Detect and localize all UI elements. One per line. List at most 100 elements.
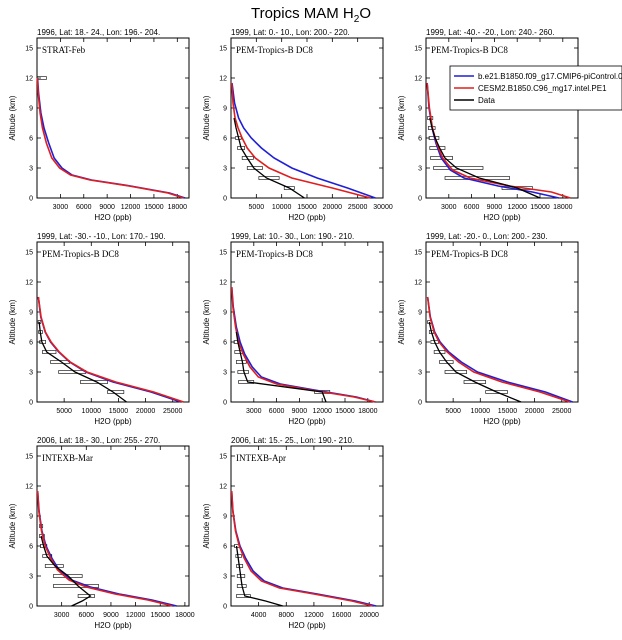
plot-frame [36,37,190,199]
y-tick-label: 12 [25,484,33,491]
series-line-model2 [426,82,571,199]
x-tick-label: 6000 [464,204,480,211]
series-line-model2 [230,82,371,199]
chart-panel-1: 1996, Lat: 18.- 24., Lon: 196.- 204. STRA… [8,28,190,222]
x-axis-label: H2O (ppb) [94,213,132,222]
figure-title: Tropics MAM H2O [251,5,371,25]
series-line-model1 [426,296,573,403]
obs-range-box [485,390,508,394]
y-tick-label: 3 [29,166,33,173]
panel-title: 1999, Lat: 0.- 10., Lon: 200.- 220. [231,28,350,37]
x-tick-label: 3000 [54,612,70,619]
x-tick-label: 15000 [297,204,317,211]
series-line-model1 [230,490,377,607]
chart-panel-2: 1999, Lat: 0.- 10., Lon: 200.- 220. PEM-T… [202,28,393,222]
chart-panel-8: 2006, Lat: 15.- 25., Lon: 190.- 210. INTE… [202,436,384,630]
y-tick-label: 3 [223,370,227,377]
x-tick-label: 15000 [109,408,129,415]
legend: b.e21.B1850.f09_g17.CMIP6-piControl.001 C… [449,65,622,111]
y-tick-label: 0 [418,196,422,203]
y-tick-label: 9 [29,514,33,521]
series-line-model2 [230,286,376,403]
x-tick-label: 6000 [76,204,92,211]
series-line-data [428,321,522,403]
x-tick-label: 20000 [359,612,379,619]
y-tick-label: 9 [418,106,422,113]
panel-title: 1999, Lat: -40.- -20., Lon: 240.- 260. [426,28,555,37]
y-tick-label: 12 [414,76,422,83]
campaign-label: PEM-Tropics-B DC8 [236,249,313,259]
chart-panel-4: 1999, Lat: -30.- -10., Lon: 170.- 190. PE… [8,232,190,426]
y-tick-label: 0 [29,400,33,407]
y-axis-label: Altitude (km) [397,95,406,140]
obs-range-box [77,594,95,598]
x-axis-label: H2O (ppb) [288,417,326,426]
x-tick-label: 9000 [99,204,115,211]
chart-panel-5: 1999, Lat: 10.- 30., Lon: 190.- 210. PEM-… [202,232,384,426]
x-tick-label: 25000 [552,408,572,415]
x-tick-label: 15000 [498,408,518,415]
obs-range-box [283,186,295,190]
plot-frame [230,445,384,607]
series-line-model1 [36,77,186,199]
x-tick-label: 12000 [304,612,324,619]
y-tick-label: 6 [223,340,227,347]
x-tick-label: 18000 [168,204,188,211]
x-tick-label: 12000 [121,204,141,211]
x-tick-label: 4000 [251,612,267,619]
x-tick-label: 9000 [487,204,503,211]
series-line-data [40,535,92,607]
series-line-model2 [37,296,184,403]
plot-frame [425,241,579,403]
y-tick-label: 3 [223,574,227,581]
y-tick-label: 15 [414,46,422,53]
y-tick-label: 9 [223,310,227,317]
x-axis-label: H2O (ppb) [483,213,521,222]
y-tick-label: 15 [219,454,227,461]
y-tick-label: 15 [414,250,422,257]
y-tick-label: 0 [223,604,227,611]
x-tick-label: 18000 [358,408,378,415]
panel-title: 2006, Lat: 18.- 30., Lon: 255.- 270. [37,436,160,445]
x-tick-label: 30000 [373,204,393,211]
x-tick-label: 8000 [278,612,294,619]
series-line-data [235,545,283,607]
panels-group: 1996, Lat: 18.- 24., Lon: 196.- 204. STRA… [8,28,579,630]
x-tick-label: 12000 [507,204,527,211]
y-tick-label: 15 [219,250,227,257]
obs-range-box [444,370,468,374]
x-tick-label: 20000 [323,204,343,211]
y-tick-label: 3 [223,166,227,173]
x-tick-label: 12000 [312,408,332,415]
x-tick-label: 15000 [335,408,355,415]
y-tick-label: 0 [223,196,227,203]
y-tick-label: 12 [25,280,33,287]
y-tick-label: 0 [29,604,33,611]
y-tick-label: 3 [29,370,33,377]
campaign-label: PEM-Tropics-B DC8 [431,45,508,55]
x-tick-label: 18000 [553,204,573,211]
legend-label: Data [478,96,495,105]
x-tick-label: 3000 [246,408,262,415]
y-tick-label: 9 [223,106,227,113]
obs-range-box [433,350,446,354]
series-line-data [38,321,127,403]
y-tick-label: 0 [418,400,422,407]
x-tick-label: 9000 [103,612,119,619]
obs-range-box [36,76,47,80]
x-tick-label: 5000 [56,408,72,415]
obs-range-box [236,360,247,364]
y-tick-label: 12 [219,76,227,83]
x-tick-label: 12000 [126,612,146,619]
series-line-model1 [37,296,182,403]
x-axis-label: H2O (ppb) [94,621,132,630]
y-axis-label: Altitude (km) [8,299,17,344]
y-tick-label: 6 [223,136,227,143]
chart-panel-7: 2006, Lat: 18.- 30., Lon: 255.- 270. INTE… [8,436,195,630]
x-tick-label: 6000 [269,408,285,415]
x-tick-label: 10000 [471,408,491,415]
x-axis-label: H2O (ppb) [288,213,326,222]
x-tick-label: 3000 [53,204,69,211]
series-line-model2 [36,490,173,607]
y-tick-label: 0 [29,196,33,203]
